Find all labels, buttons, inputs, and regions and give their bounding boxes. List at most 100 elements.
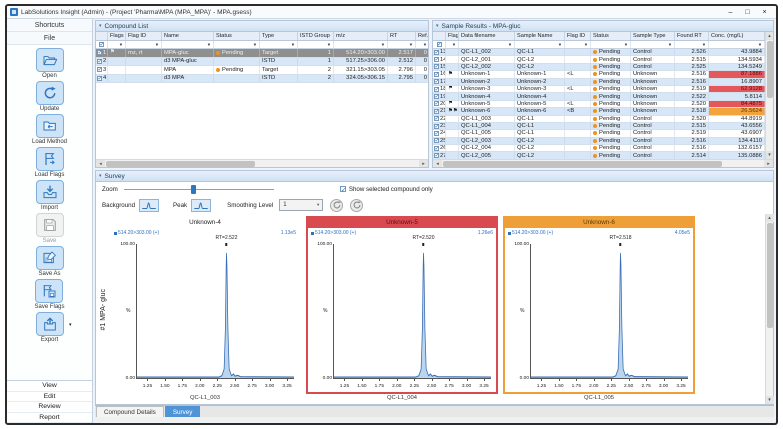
sample-row[interactable]: 18⚑Unknown-3Unknown-3<LPendingUnknown2.5… bbox=[433, 85, 765, 94]
filter-funnel-icon[interactable]: ▼ bbox=[290, 42, 295, 47]
survey-vscrollbar[interactable]: ▴ ▾ bbox=[765, 214, 774, 404]
scroll-right-icon[interactable]: ▸ bbox=[764, 159, 773, 167]
row-checkbox[interactable] bbox=[434, 49, 440, 55]
filter-cell[interactable]: ▼ bbox=[416, 41, 428, 48]
sidebar-tool-save[interactable]: Save bbox=[35, 213, 64, 244]
load-method-icon[interactable] bbox=[35, 114, 64, 138]
filter-funnel-icon[interactable]: ▼ bbox=[408, 42, 413, 47]
scroll-left-icon[interactable]: ◂ bbox=[433, 159, 442, 167]
scroll-down-icon[interactable]: ▾ bbox=[765, 396, 774, 404]
export-dropdown-arrow-icon[interactable]: ▾ bbox=[68, 322, 72, 328]
filter-cell[interactable]: ▼ bbox=[260, 41, 298, 48]
filter-cell[interactable]: ▼ bbox=[459, 41, 515, 48]
refresh-icon[interactable] bbox=[35, 81, 64, 105]
select-all-checkbox[interactable] bbox=[99, 41, 105, 48]
row-checkbox[interactable] bbox=[434, 152, 440, 159]
filter-cell[interactable]: ▼ bbox=[446, 41, 459, 48]
sidebar-tool-save-as[interactable]: Save As bbox=[35, 246, 64, 277]
compound-list-hscrollbar[interactable]: ◂ ▸ bbox=[96, 159, 428, 167]
sample-results-hscrollbar[interactable]: ◂ ▸ bbox=[433, 159, 773, 167]
chromatogram-plot[interactable]: 514.20>303.00 (+) 1.26e6 RT=2.520 100.00 0.0… bbox=[308, 228, 496, 392]
tab-survey[interactable]: Survey bbox=[164, 406, 201, 417]
filter-funnel-icon[interactable]: ▼ bbox=[667, 42, 672, 47]
filter-funnel-icon[interactable]: ▼ bbox=[583, 42, 588, 47]
sidebar-nav-view[interactable]: View bbox=[7, 381, 92, 392]
column-header[interactable]: Status bbox=[591, 32, 631, 40]
collapse-survey-icon[interactable]: ▾ bbox=[99, 173, 102, 179]
row-checkbox[interactable] bbox=[434, 123, 440, 129]
column-header[interactable]: Type bbox=[260, 32, 298, 40]
filter-cell[interactable]: ▼ bbox=[126, 41, 162, 48]
column-header[interactable]: Sample Type bbox=[631, 32, 675, 40]
row-checkbox[interactable] bbox=[434, 93, 440, 100]
sidebar-nav-review[interactable]: Review bbox=[7, 402, 92, 413]
zoom-slider-track[interactable] bbox=[123, 188, 274, 190]
close-button[interactable]: × bbox=[762, 8, 767, 16]
filter-cell[interactable]: ▼ bbox=[162, 41, 214, 48]
column-header[interactable]: Status bbox=[214, 32, 260, 40]
open-folder-icon[interactable] bbox=[35, 48, 64, 72]
apply-processing-button[interactable] bbox=[350, 198, 364, 212]
row-checkbox[interactable] bbox=[434, 138, 440, 144]
vscroll-thumb[interactable] bbox=[766, 41, 773, 99]
column-header[interactable]: Flag ID bbox=[126, 32, 162, 40]
row-checkbox[interactable] bbox=[97, 75, 103, 82]
filter-cell[interactable]: ▼ bbox=[388, 41, 416, 48]
filter-cell[interactable] bbox=[96, 41, 108, 48]
import-tray-icon[interactable] bbox=[35, 180, 64, 204]
row-checkbox[interactable] bbox=[434, 86, 440, 92]
save-flags-icon[interactable] bbox=[35, 279, 64, 303]
chromatogram-plot[interactable]: 514.20>303.00 (+) 1.13e5 RT=2.522 100.00 0.0… bbox=[111, 228, 299, 392]
column-header[interactable]: Flags bbox=[448, 32, 459, 40]
sample-row[interactable]: 20⚑Unknown-5Unknown-5<LPendingUnknown2.5… bbox=[433, 100, 765, 109]
save-as-icon[interactable] bbox=[35, 246, 64, 270]
scroll-left-icon[interactable]: ◂ bbox=[96, 159, 105, 167]
column-header[interactable] bbox=[433, 32, 446, 40]
row-checkbox[interactable] bbox=[97, 58, 103, 65]
row-checkbox[interactable] bbox=[97, 66, 103, 73]
column-header[interactable] bbox=[96, 32, 108, 40]
sidebar-tool-update[interactable]: Update bbox=[35, 81, 64, 112]
filter-funnel-icon[interactable]: ▼ bbox=[118, 42, 123, 47]
column-header[interactable]: Flags bbox=[108, 32, 126, 40]
column-header[interactable]: ISTD Group bbox=[298, 32, 334, 40]
filter-cell[interactable]: ▼ bbox=[515, 41, 565, 48]
filter-funnel-icon[interactable]: ▼ bbox=[422, 42, 427, 47]
sidebar-tool-import[interactable]: Import bbox=[35, 180, 64, 211]
row-checkbox[interactable] bbox=[434, 130, 440, 137]
minimize-button[interactable]: – bbox=[728, 8, 733, 16]
filter-cell[interactable]: ▼ bbox=[675, 41, 709, 48]
sidebar-tool-open[interactable]: Open bbox=[35, 48, 64, 79]
sidebar-tool-load-method[interactable]: Load Method bbox=[32, 114, 67, 145]
filter-cell[interactable]: ▼ bbox=[108, 41, 126, 48]
compound-row[interactable]: 1⚑mz, rtMPA-glucPendingTarget1514.20>303… bbox=[96, 49, 428, 58]
filter-funnel-icon[interactable]: ▼ bbox=[326, 42, 331, 47]
sample-row[interactable]: 21⚑⚑Unknown-6Unknown-6<BPendingUnknown2.… bbox=[433, 108, 765, 116]
column-header[interactable]: Found RT bbox=[675, 32, 709, 40]
row-checkbox[interactable] bbox=[434, 71, 440, 78]
row-checkbox[interactable] bbox=[434, 108, 440, 115]
sample-results-vscrollbar[interactable]: ▴ ▾ bbox=[765, 32, 773, 159]
zoom-slider-handle[interactable] bbox=[191, 184, 197, 194]
hscroll-thumb[interactable] bbox=[443, 160, 722, 167]
row-checkbox[interactable] bbox=[434, 79, 440, 85]
column-header[interactable]: Flag ID bbox=[565, 32, 591, 40]
zoom-slider[interactable] bbox=[123, 184, 274, 194]
sample-row[interactable]: 16⚑Unknown-1Unknown-1<LPendingUnknown2.5… bbox=[433, 71, 765, 79]
sidebar-tool-load-flags[interactable]: Load Flags bbox=[35, 147, 64, 178]
filter-funnel-icon[interactable]: ▼ bbox=[623, 42, 628, 47]
row-checkbox[interactable] bbox=[434, 64, 440, 70]
smoothing-level-select[interactable]: 1 ▾ bbox=[279, 199, 324, 211]
filter-cell[interactable]: ▼ bbox=[631, 41, 675, 48]
filter-funnel-icon[interactable]: ▼ bbox=[701, 42, 706, 47]
collapse-sample-results-icon[interactable]: ▾ bbox=[436, 23, 439, 29]
